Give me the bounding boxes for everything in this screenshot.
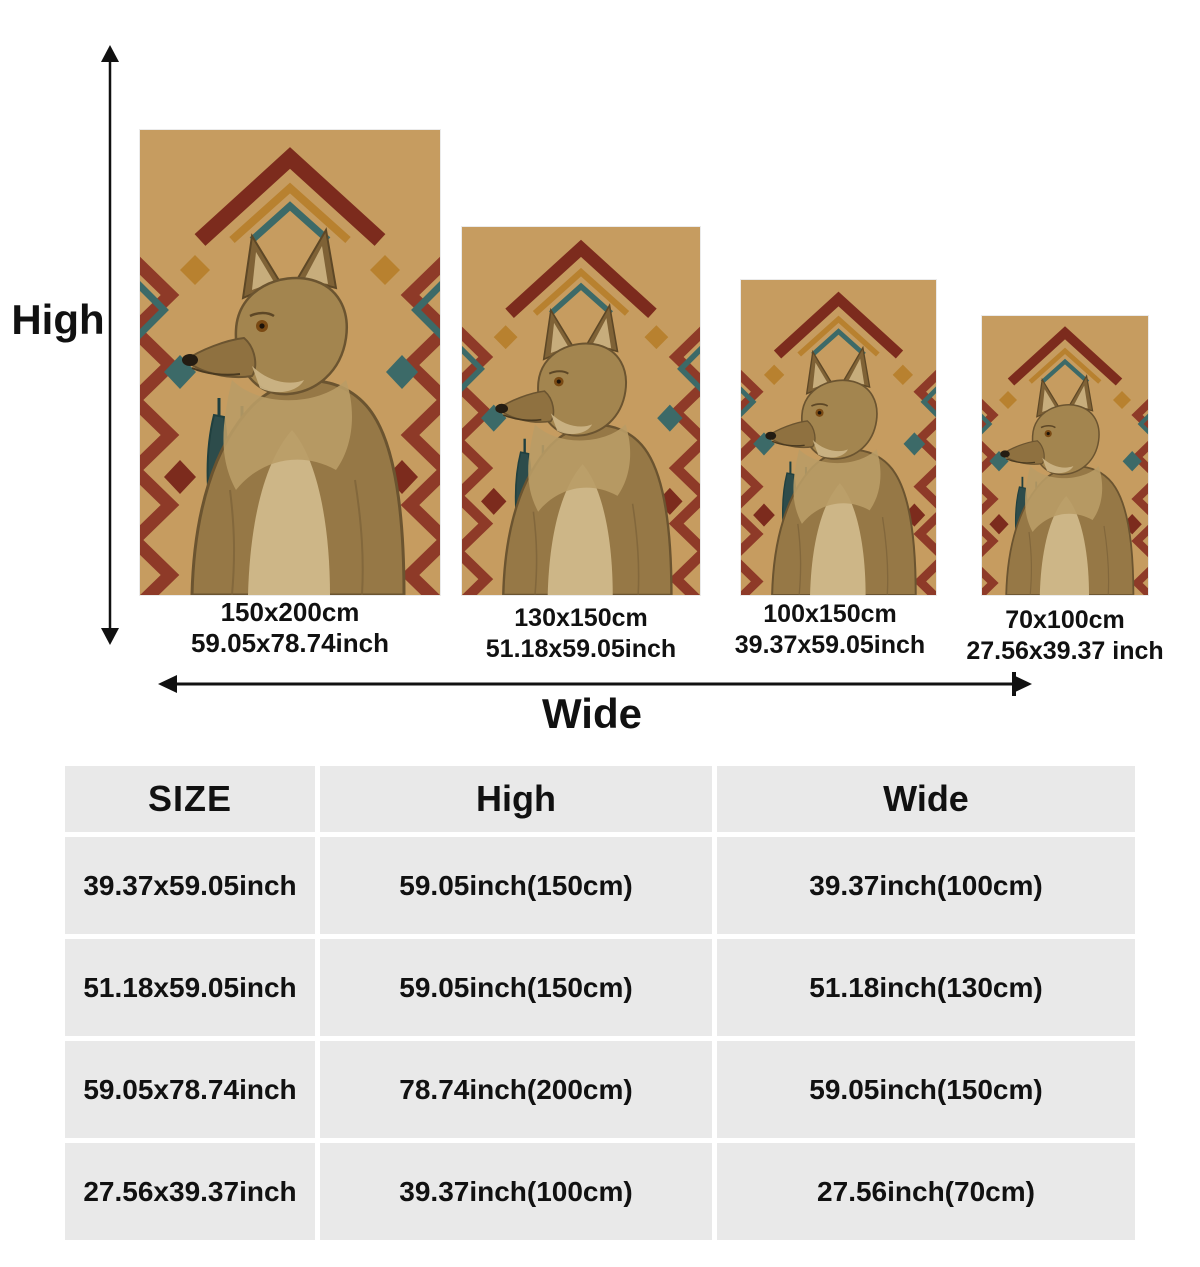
size-caption-cm: 70x100cm xyxy=(1005,606,1125,634)
table-cell-size: 39.37x59.05inch xyxy=(65,837,315,934)
table-cell-size: 59.05x78.74inch xyxy=(65,1041,315,1138)
size-table: SIZE High Wide 39.37x59.05inch 59.05inch… xyxy=(65,766,1135,1240)
table-cell-high: 59.05inch(150cm) xyxy=(320,939,712,1036)
size-caption-150x200: 150x200cm 59.05x78.74inch xyxy=(130,597,450,659)
size-caption-cm: 150x200cm xyxy=(220,597,360,627)
table-cell-high: 59.05inch(150cm) xyxy=(320,837,712,934)
table-header-high: High xyxy=(320,766,712,832)
table-cell-wide: 27.56inch(70cm) xyxy=(717,1143,1135,1240)
size-caption-100x150: 100x150cm 39.37x59.05inch xyxy=(670,599,990,661)
size-caption-inch: 51.18x59.05inch xyxy=(485,635,677,663)
table-cell-wide: 39.37inch(100cm) xyxy=(717,837,1135,934)
height-arrow-icon xyxy=(101,45,119,645)
height-axis-label: High xyxy=(11,296,105,343)
table-cell-size: 27.56x39.37inch xyxy=(65,1143,315,1240)
table-header-size: SIZE xyxy=(65,766,315,832)
wolf-tapestry-image-70x100 xyxy=(982,316,1148,595)
width-axis-label: Wide xyxy=(542,690,642,737)
table-cell-high: 39.37inch(100cm) xyxy=(320,1143,712,1240)
size-caption-cm: 100x150cm xyxy=(763,600,897,628)
table-cell-wide: 59.05inch(150cm) xyxy=(717,1041,1135,1138)
table-cell-size: 51.18x59.05inch xyxy=(65,939,315,1036)
size-caption-70x100: 70x100cm 27.56x39.37 inch xyxy=(905,605,1200,667)
wolf-tapestry-image-150x200 xyxy=(140,130,440,595)
table-cell-wide: 51.18inch(130cm) xyxy=(717,939,1135,1036)
wolf-tapestry-image-100x150 xyxy=(741,280,936,595)
table-cell-high: 78.74inch(200cm) xyxy=(320,1041,712,1138)
size-caption-cm: 130x150cm xyxy=(514,604,648,632)
size-diagram: High 150x200cm 59.05x78.74inch 130x150cm… xyxy=(11,45,1200,737)
size-caption-inch: 39.37x59.05inch xyxy=(734,631,926,659)
table-header-wide: Wide xyxy=(717,766,1135,832)
size-caption-inch: 27.56x39.37 inch xyxy=(966,637,1164,665)
wolf-tapestry-image-130x150 xyxy=(462,227,700,595)
size-caption-inch: 59.05x78.74inch xyxy=(190,628,390,658)
width-arrow-icon xyxy=(158,672,1032,696)
size-caption-130x150: 130x150cm 51.18x59.05inch xyxy=(421,603,741,665)
